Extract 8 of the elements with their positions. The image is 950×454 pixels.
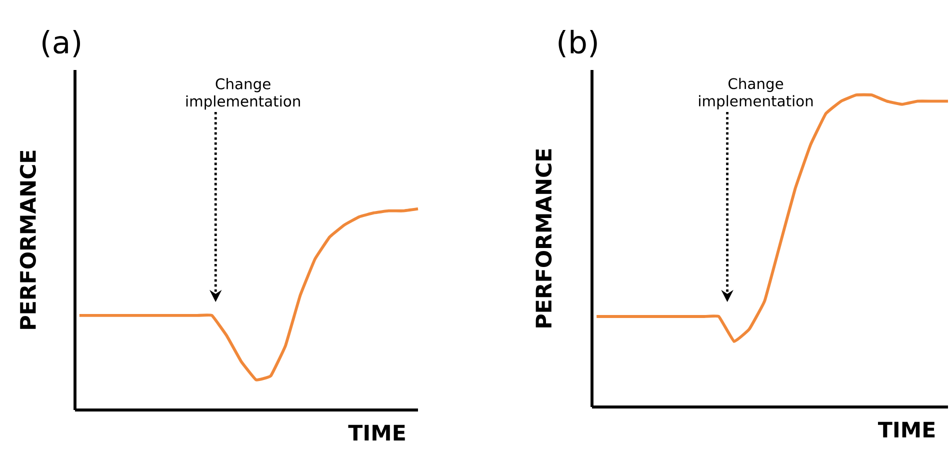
text: Change implementation [186, 78, 300, 110]
chart-title: (a) [42, 30, 80, 58]
x-axis-title: TIME [348, 424, 405, 440]
x-axis-title: TIME [878, 422, 935, 438]
y-axis-title: PERFORMANCE [20, 150, 36, 329]
annotation: Change implementation [699, 78, 813, 110]
chart-title: (b) [558, 30, 597, 58]
y-axis-title: PERFORMANCE [536, 149, 552, 328]
